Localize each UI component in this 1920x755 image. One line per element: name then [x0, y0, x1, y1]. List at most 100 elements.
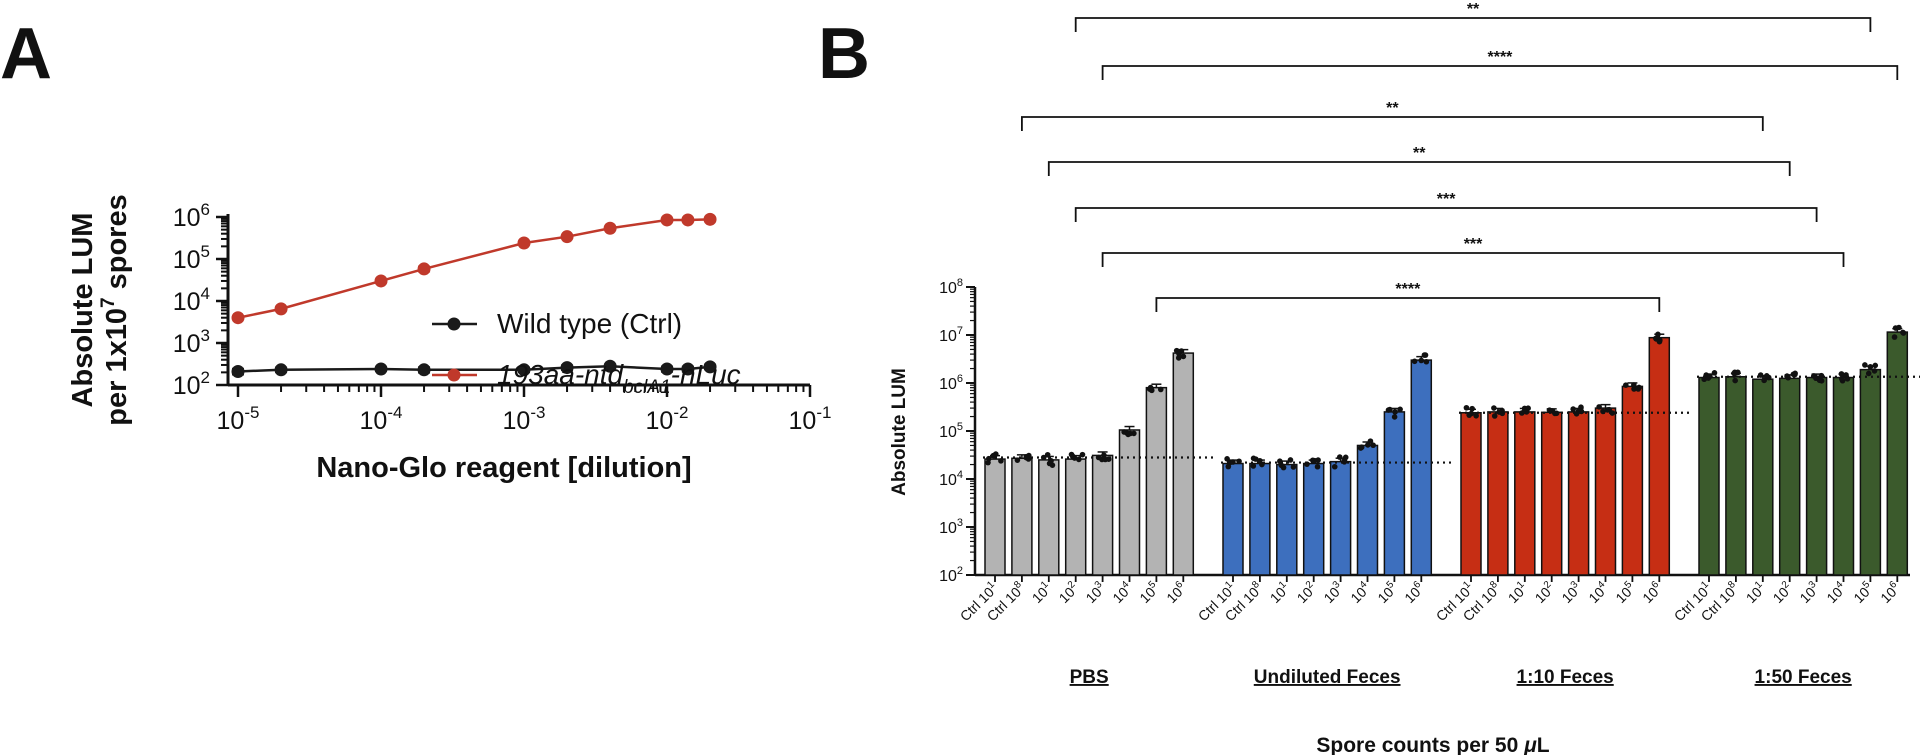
x-axis-label: Nano-Glo reagent [dilution] — [316, 452, 691, 484]
data-point — [703, 360, 717, 374]
bar — [1091, 454, 1114, 576]
data-point — [517, 363, 531, 377]
replicate-dot — [1761, 377, 1767, 384]
data-point — [274, 302, 288, 316]
replicate-dot — [1656, 338, 1663, 345]
replicate-dot — [1290, 464, 1297, 470]
legend-marker — [447, 368, 461, 382]
data-point — [417, 363, 431, 377]
replicate-dot — [1570, 406, 1576, 412]
y-tick-label: 104 — [939, 469, 963, 489]
y-axis-label-line2: per 1x107 spores — [98, 194, 133, 425]
replicate-dot — [1342, 454, 1349, 461]
y-tick-label: 105 — [939, 421, 963, 441]
y-tick-label: 108 — [939, 277, 963, 297]
x-category-label: 106 — [1162, 579, 1189, 606]
data-point — [681, 213, 695, 227]
replicate-dot — [1358, 444, 1365, 451]
significance-label: *** — [1437, 191, 1456, 208]
y-tick-label: 102 — [939, 565, 963, 585]
bar — [1383, 411, 1406, 576]
data-point — [560, 230, 574, 244]
replicate-dot — [1121, 429, 1127, 435]
replicate-dot — [1473, 412, 1479, 419]
replicate-dot — [1101, 452, 1107, 459]
y-tick-label: 105 — [173, 242, 210, 274]
legend-marker — [447, 317, 461, 331]
bar — [1356, 444, 1379, 576]
replicate-dot — [1311, 457, 1318, 464]
x-tick-label: 10-1 — [789, 403, 832, 435]
replicate-dot — [1411, 358, 1418, 365]
bar — [1567, 411, 1590, 576]
replicate-dot — [998, 458, 1004, 464]
x-tick-label: 10-4 — [360, 403, 403, 435]
data-point — [603, 221, 617, 235]
replicate-dot — [1068, 451, 1075, 458]
replicate-dot — [1631, 382, 1637, 388]
significance-bracket — [1047, 161, 1791, 176]
bar — [1886, 331, 1909, 576]
replicate-dot — [1491, 405, 1497, 411]
bar — [1276, 463, 1298, 576]
bar — [1145, 386, 1168, 576]
replicate-dot — [1466, 412, 1472, 418]
bar — [1172, 352, 1195, 576]
x-category-label: 103 — [1796, 579, 1823, 606]
replicate-dot — [1048, 457, 1054, 464]
panel-b-label: B — [818, 14, 870, 94]
y-tick-label: 104 — [173, 284, 210, 316]
replicate-dot — [1491, 413, 1498, 419]
x-category-label: 103 — [1320, 579, 1347, 606]
y-tick-label: 106 — [173, 200, 210, 232]
bar — [1648, 336, 1671, 576]
x-tick-label: 10-2 — [646, 403, 689, 435]
replicate-dot — [1157, 386, 1164, 393]
replicate-dot — [1044, 451, 1051, 458]
replicate-dot — [1250, 463, 1257, 469]
y-axis-label-line1: Absolute LUM — [67, 213, 99, 408]
group-label: 1:50 Feces — [1755, 667, 1852, 688]
y-tick-label: 106 — [939, 373, 963, 393]
replicate-dot — [1180, 353, 1187, 360]
replicate-dot — [1392, 409, 1398, 415]
significance-label: ** — [1386, 100, 1399, 117]
significance-bracket — [1021, 116, 1764, 131]
replicate-dot — [1079, 451, 1086, 458]
replicate-dot — [1604, 407, 1611, 413]
replicate-dot — [1734, 369, 1741, 376]
significance-bracket — [1074, 17, 1872, 32]
bar — [1329, 460, 1352, 576]
replicate-dot — [1125, 431, 1131, 438]
replicate-dot — [1631, 386, 1637, 392]
replicate-dot — [1757, 372, 1764, 378]
data-point — [603, 359, 617, 373]
replicate-dot — [1871, 368, 1878, 374]
replicate-dot — [1418, 357, 1425, 364]
x-category-label: 104 — [1109, 579, 1136, 606]
bar — [1487, 411, 1509, 576]
legend-label: 193aa-ntdbclA1-nLuc — [497, 359, 741, 398]
x-category-label: 101 — [1742, 579, 1769, 606]
x-category-label: 101 — [1504, 579, 1531, 606]
x-category-label: 101 — [1028, 579, 1055, 606]
y-tick-label: 107 — [939, 325, 963, 345]
x-category-label: 101 — [1266, 579, 1293, 606]
replicate-dot — [1287, 457, 1294, 463]
replicate-dot — [1865, 370, 1872, 377]
replicate-dot — [1573, 410, 1580, 417]
y-tick-label: 103 — [939, 517, 963, 537]
bar — [1410, 359, 1433, 576]
bar — [1118, 429, 1141, 576]
replicate-dot — [1147, 384, 1154, 391]
replicate-dot — [1872, 362, 1879, 369]
bar — [1222, 462, 1244, 576]
bar — [984, 458, 1006, 576]
replicate-dot — [1225, 463, 1232, 470]
data-point — [417, 262, 431, 276]
data-point — [660, 213, 674, 227]
replicate-dot — [1896, 324, 1902, 331]
x-category-label: 102 — [1293, 579, 1320, 606]
bar — [1621, 385, 1644, 576]
